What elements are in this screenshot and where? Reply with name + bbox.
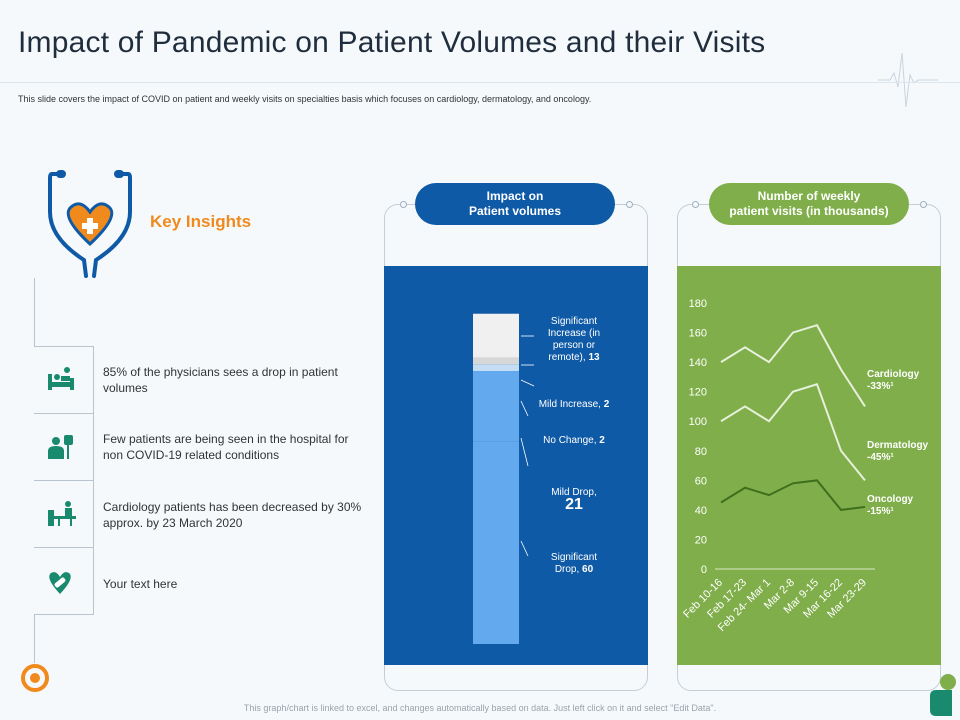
heartbeat-icon <box>878 52 938 108</box>
stethoscope-heart-icon <box>48 170 132 278</box>
series-name: Oncology <box>867 494 914 505</box>
insight-text-1: 85% of the physicians sees a drop in pat… <box>103 365 338 395</box>
label-mild-increase: Mild Increase, 2 <box>538 399 610 411</box>
series-name: Dermatology <box>867 440 929 451</box>
series-change: -15%¹ <box>867 506 894 517</box>
label-value: 2 <box>603 399 610 410</box>
bar-segment-significant-increase-in-person-or-remote- <box>473 313 519 358</box>
patient-bed-icon <box>48 367 74 390</box>
visits-panel <box>677 266 941 665</box>
label-value: 60 <box>582 564 594 575</box>
timeline-end-icon <box>21 664 49 692</box>
label-text: Significant Drop, <box>550 552 598 575</box>
bar-segment-significant-drop <box>473 441 519 644</box>
y-tick-label: 120 <box>689 387 707 399</box>
insight-text-4: Your text here <box>103 577 178 591</box>
panel-dot <box>920 201 927 208</box>
y-tick-label: 0 <box>701 564 707 576</box>
doctor-desk-icon <box>48 501 76 526</box>
visits-header-line2: patient visits (in thousands) <box>729 204 889 218</box>
footer-note: This graph/chart is linked to excel, and… <box>243 703 717 713</box>
series-name: Cardiology <box>867 369 920 380</box>
volume-header-line2: Patient volumes <box>468 204 562 218</box>
key-insights-title: Key Insights <box>150 212 252 231</box>
insight-text-3: Cardiology patients has been decreased b… <box>103 500 362 530</box>
brand-logo-icon <box>930 674 956 716</box>
label-significant-drop: Significant Drop, 60 <box>538 552 610 576</box>
page-title: Impact of Pandemic on Patient Volumes an… <box>18 26 766 59</box>
stacked-bar-chart <box>473 313 535 644</box>
label-text: Significant Increase (in person or remot… <box>547 316 601 363</box>
panel-dot <box>400 201 407 208</box>
y-tick-label: 140 <box>689 357 707 369</box>
label-significant-increase: Significant Increase (in person or remot… <box>538 316 610 364</box>
leader-line <box>520 437 529 467</box>
title-divider <box>0 82 960 83</box>
bar-segment-mild-drop <box>473 371 519 442</box>
series-change: -33%¹ <box>867 381 894 392</box>
page-subtitle: This slide covers the impact of COVID on… <box>18 94 592 104</box>
series-change: -45%¹ <box>867 452 894 463</box>
y-tick-label: 20 <box>695 534 707 546</box>
y-tick-label: 80 <box>695 446 707 458</box>
label-value: 2 <box>599 435 605 446</box>
cardiology-legend: Cardiology -33%¹ <box>867 369 919 393</box>
label-text: No Change, <box>543 435 597 446</box>
insight-text-2: Few patients are being seen in the hospi… <box>103 432 349 462</box>
y-tick-label: 60 <box>695 475 707 487</box>
volume-panel-header: Impact on Patient volumes <box>415 183 615 225</box>
y-tick-label: 40 <box>695 505 707 517</box>
bar-segment-mild-increase <box>473 357 519 365</box>
heart-bandage-icon <box>49 572 71 594</box>
oncology-legend: Oncology -15%¹ <box>867 494 913 518</box>
label-no-change: No Change, 2 <box>538 435 610 447</box>
panel-dot <box>626 201 633 208</box>
series-line-cardiology <box>720 323 866 407</box>
series-line-oncology <box>720 479 866 511</box>
bar-segment-no-change <box>473 364 519 372</box>
dermatology-legend: Dermatology -45%¹ <box>867 440 928 464</box>
insight-row-4 <box>34 547 94 615</box>
label-text: Mild Drop, <box>551 487 597 498</box>
label-mild-drop: Mild Drop, 21 <box>538 487 610 513</box>
visits-header-line1: Number of weekly <box>757 189 861 203</box>
series-line-dermatology <box>720 383 866 481</box>
label-text: Mild Increase, <box>538 399 601 410</box>
visits-panel-header: Number of weekly patient visits (in thou… <box>709 183 909 225</box>
label-value: 21 <box>565 496 583 513</box>
y-tick-label: 180 <box>689 298 707 310</box>
y-tick-label: 160 <box>689 328 707 340</box>
label-value: 13 <box>588 352 600 363</box>
leader-line <box>520 540 529 557</box>
doctor-iv-icon <box>48 435 73 459</box>
leader-line <box>520 379 535 387</box>
panel-dot <box>692 201 699 208</box>
leader-line <box>520 400 529 417</box>
volume-header-line1: Impact on <box>486 189 544 203</box>
y-tick-label: 100 <box>689 416 707 428</box>
